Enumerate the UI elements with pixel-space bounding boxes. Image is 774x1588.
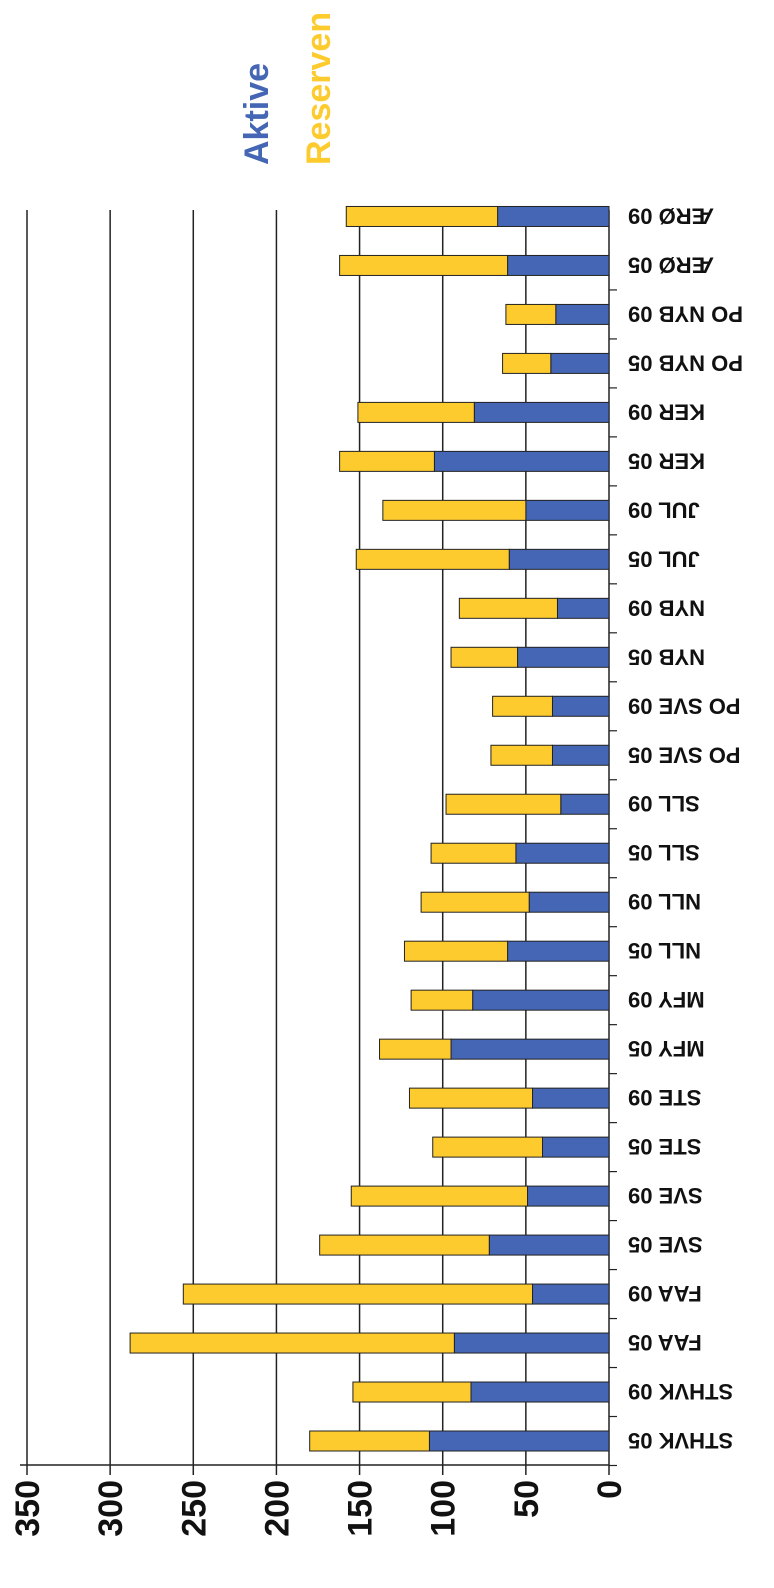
bar-reserven-6 — [432, 1136, 543, 1158]
bar-reserven-22 — [502, 352, 552, 374]
legend-aktive: Aktive — [238, 63, 276, 165]
category-label-22: PO NYB 05 — [628, 350, 743, 375]
bar-aktive-19 — [525, 499, 610, 521]
category-label-14: PO SVE 05 — [628, 742, 741, 767]
bar-reserven-1 — [352, 1381, 472, 1403]
tick-label-200: 200 — [258, 1480, 296, 1537]
bar-aktive-23 — [555, 303, 610, 325]
bar-reserven-10 — [403, 940, 509, 962]
category-label-9: MFY 09 — [628, 987, 705, 1012]
category-label-20: KER 05 — [628, 448, 705, 473]
bar-reserven-19 — [382, 499, 527, 521]
tick-label-100: 100 — [425, 1480, 463, 1537]
category-label-0: STHVK 05 — [628, 1428, 733, 1453]
bar-reserven-11 — [420, 891, 530, 913]
bar-reserven-15 — [492, 695, 553, 717]
tick-label-50: 50 — [508, 1480, 546, 1518]
bar-reserven-14 — [490, 744, 553, 766]
category-label-24: ÆRØ 05 — [628, 252, 714, 277]
bar-reserven-16 — [450, 646, 519, 668]
category-label-21: KER 09 — [628, 399, 705, 424]
bar-reserven-0 — [309, 1430, 430, 1452]
bar-aktive-9 — [472, 989, 610, 1011]
category-label-8: MFY 05 — [628, 1036, 705, 1061]
bar-reserven-8 — [379, 1038, 452, 1060]
category-label-13: SLL 09 — [628, 791, 700, 816]
bar-aktive-10 — [507, 940, 610, 962]
bar-reserven-12 — [430, 842, 517, 864]
bar-reserven-4 — [319, 1234, 490, 1256]
bar-reserven-13 — [445, 793, 562, 815]
bar-reserven-17 — [458, 597, 558, 619]
bar-reserven-9 — [410, 989, 474, 1011]
tick-label-300: 300 — [92, 1480, 130, 1537]
bar-aktive-16 — [517, 646, 610, 668]
bar-aktive-7 — [532, 1087, 610, 1109]
category-label-2: FAA 05 — [628, 1330, 702, 1355]
bar-reserven-25 — [345, 205, 499, 227]
bar-aktive-5 — [527, 1185, 610, 1207]
bar-aktive-12 — [515, 842, 610, 864]
category-label-10: NLL 05 — [628, 938, 701, 963]
plot-area: 0 50 100 150 200 250 300 350 STHVK 05 STHVK 09 FAA… — [9, 203, 743, 1536]
category-label-15: PO SVE 09 — [628, 693, 741, 718]
bar-aktive-18 — [508, 548, 610, 570]
bar-aktive-0 — [428, 1430, 610, 1452]
bar-aktive-17 — [556, 597, 610, 619]
bar-aktive-3 — [532, 1283, 610, 1305]
category-label-11: NLL 09 — [628, 889, 701, 914]
category-label-4: SVE 05 — [628, 1232, 703, 1257]
tick-label-150: 150 — [342, 1480, 380, 1537]
bar-aktive-8 — [450, 1038, 610, 1060]
category-label-17: NYB 09 — [628, 595, 705, 620]
category-label-1: STHVK 09 — [628, 1379, 733, 1404]
bar-reserven-3 — [182, 1283, 534, 1305]
bar-aktive-20 — [433, 450, 610, 472]
category-label-3: FAA 09 — [628, 1281, 702, 1306]
bar-reserven-24 — [339, 254, 509, 276]
bar-reserven-23 — [505, 303, 557, 325]
bar-aktive-1 — [470, 1381, 610, 1403]
category-label-12: SLL 05 — [628, 840, 700, 865]
category-label-6: STE 05 — [628, 1134, 701, 1159]
bar-reserven-18 — [355, 548, 510, 570]
category-label-5: SVE 09 — [628, 1183, 703, 1208]
legend-reserven: Reserven — [300, 12, 338, 165]
tick-label-250: 250 — [175, 1480, 213, 1537]
category-label-18: JUL 05 — [628, 546, 700, 571]
bar-aktive-24 — [507, 254, 610, 276]
bar-aktive-15 — [551, 695, 610, 717]
tick-label-0: 0 — [591, 1480, 629, 1499]
bar-aktive-14 — [551, 744, 610, 766]
category-label-23: PO NYB 09 — [628, 301, 743, 326]
bar-aktive-11 — [528, 891, 610, 913]
bar-aktive-25 — [497, 205, 610, 227]
bar-aktive-13 — [560, 793, 610, 815]
bar-reserven-20 — [339, 450, 435, 472]
bar-reserven-21 — [357, 401, 475, 423]
bar-aktive-6 — [541, 1136, 610, 1158]
bar-reserven-2 — [129, 1332, 455, 1354]
category-label-19: JUL 09 — [628, 497, 700, 522]
category-label-16: NYB 05 — [628, 644, 705, 669]
category-label-7: STE 09 — [628, 1085, 701, 1110]
legend: Aktive Reserven — [238, 12, 338, 165]
category-label-25: ÆRØ 09 — [628, 203, 714, 228]
bar-reserven-7 — [408, 1087, 534, 1109]
tick-label-350: 350 — [9, 1480, 47, 1537]
bar-reserven-5 — [350, 1185, 529, 1207]
bar-aktive-4 — [488, 1234, 610, 1256]
bar-aktive-2 — [453, 1332, 610, 1354]
bar-aktive-22 — [550, 352, 610, 374]
bar-aktive-21 — [473, 401, 610, 423]
